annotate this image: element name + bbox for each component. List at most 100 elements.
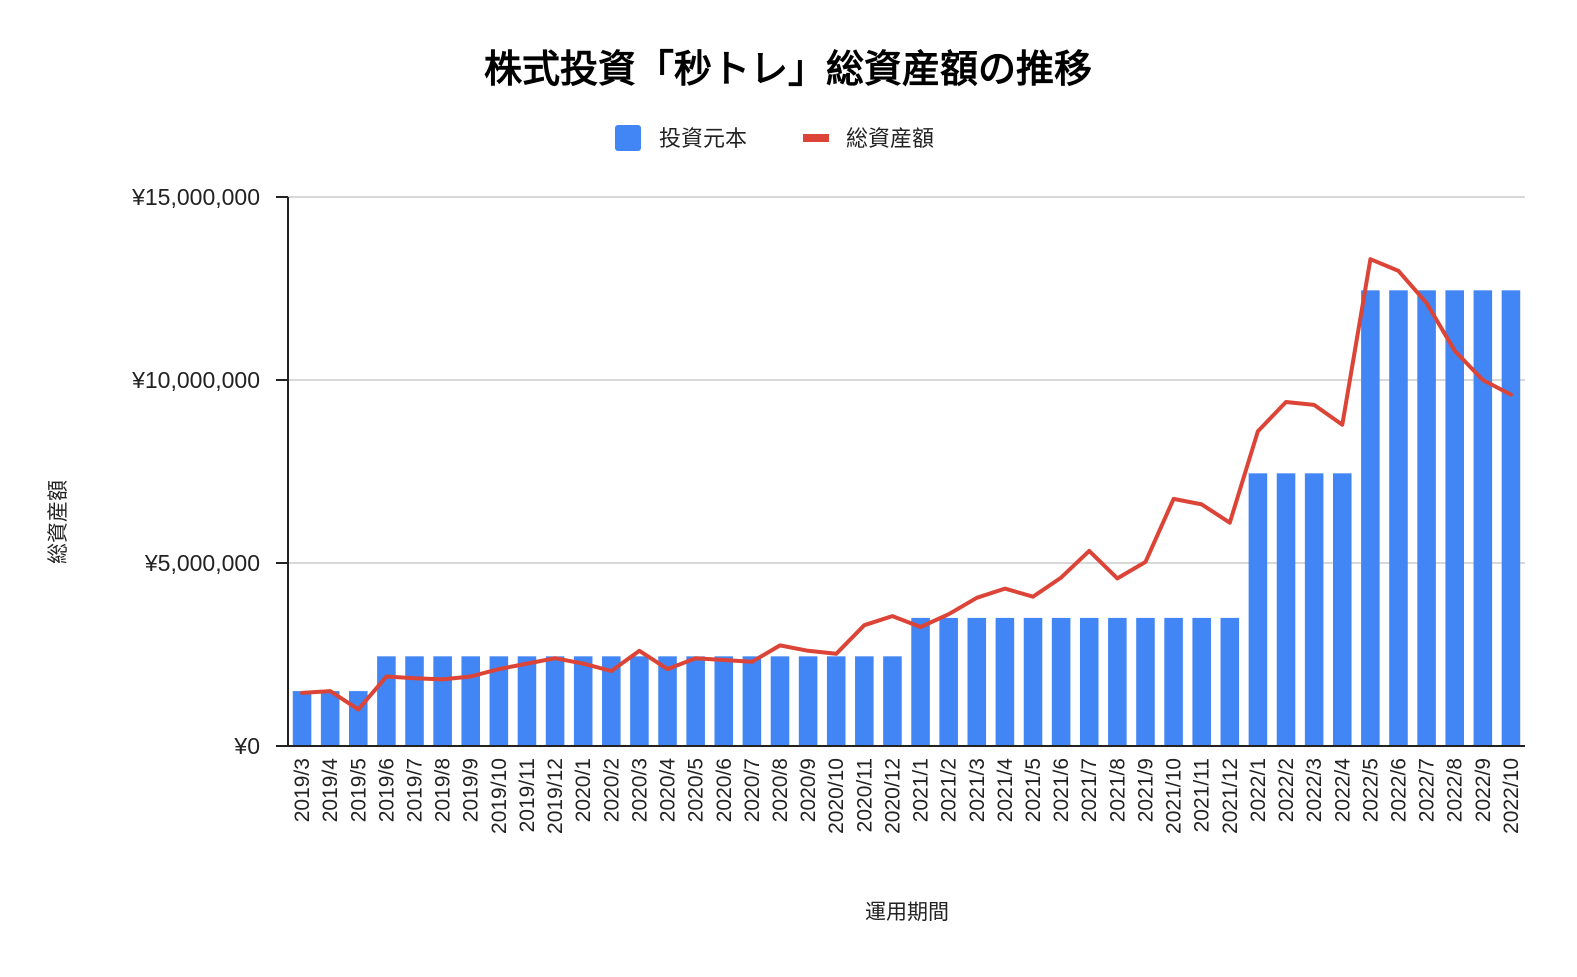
bar (826, 656, 846, 746)
x-tick-label: 2021/5 (1022, 758, 1045, 822)
line-series (300, 257, 1513, 712)
bar-series (292, 290, 1521, 746)
bar (742, 656, 762, 746)
y-axis-ticks: ¥0 ¥5,000,000 ¥10,000,000 ¥15,000,000 (131, 184, 288, 759)
legend: 投資元本 総資産額 (615, 125, 934, 152)
bar (967, 617, 987, 746)
bar (855, 656, 874, 746)
x-tick-label: 2020/11 (853, 758, 876, 832)
x-tick-label: 2019/10 (488, 758, 511, 834)
x-tick-label: 2019/9 (460, 758, 483, 822)
bar (461, 656, 481, 746)
x-tick-label: 2020/3 (628, 758, 651, 822)
x-tick-label: 2022/1 (1247, 758, 1270, 822)
y-axis-title: 総資産額 (46, 480, 70, 564)
bar (770, 656, 790, 746)
x-tick-label: 2021/2 (938, 758, 961, 822)
bar (545, 656, 565, 746)
x-tick-label: 2021/9 (1135, 758, 1158, 822)
bar (433, 656, 452, 746)
bar (1192, 617, 1211, 746)
bar (1136, 617, 1155, 746)
bar (1079, 617, 1099, 746)
x-tick-label: 2019/3 (291, 758, 314, 822)
bar (939, 617, 958, 746)
bar (405, 656, 424, 746)
y-tick-label: ¥15,000,000 (131, 184, 260, 210)
legend-swatch-principal (615, 125, 641, 151)
x-tick-label: 2020/9 (797, 758, 820, 822)
bar (1276, 473, 1296, 746)
y-tick-label: ¥5,000,000 (144, 550, 260, 576)
bar (995, 617, 1015, 746)
bar (1051, 617, 1071, 746)
x-tick-label: 2020/10 (825, 758, 848, 834)
x-tick-label: 2022/10 (1500, 758, 1523, 834)
legend-swatch-total-assets (803, 134, 829, 142)
bar (1389, 290, 1408, 746)
bar (1417, 290, 1436, 746)
x-tick-label: 2022/2 (1275, 758, 1298, 822)
y-tick-label: ¥10,000,000 (131, 367, 260, 393)
bar (320, 691, 340, 746)
bar (517, 656, 537, 746)
x-tick-label: 2021/8 (1106, 758, 1129, 822)
bar (602, 656, 621, 746)
bar (1332, 473, 1352, 746)
bar (630, 656, 649, 746)
bar (377, 656, 396, 746)
bar (1164, 617, 1183, 746)
chart-title: 株式投資「秒トレ」総資産額の推移 (484, 47, 1092, 91)
bar (1445, 290, 1464, 746)
x-tick-label: 2022/9 (1472, 758, 1495, 822)
x-tick-label: 2020/6 (713, 758, 736, 822)
bar (1023, 617, 1043, 746)
x-tick-label: 2020/12 (881, 758, 904, 834)
total-assets-line (300, 257, 1513, 712)
bar (911, 617, 930, 746)
x-tick-label: 2020/5 (685, 758, 708, 822)
bar (1361, 290, 1380, 746)
x-tick-label: 2022/3 (1303, 758, 1326, 822)
bar (1248, 473, 1268, 746)
x-tick-label: 2019/7 (404, 758, 427, 822)
x-axis-ticks: 2019/3 2019/4 2019/5 2019/6 2019/7 2019/8 2019… (291, 758, 1523, 834)
x-tick-label: 2022/7 (1416, 758, 1439, 822)
legend-label-total-assets: 総資産額 (846, 127, 934, 152)
x-tick-label: 2021/7 (1078, 758, 1101, 822)
x-tick-label: 2019/11 (516, 758, 539, 832)
x-tick-label: 2020/7 (741, 758, 764, 822)
axes (287, 197, 1525, 747)
legend-label-principal: 投資元本 (659, 127, 747, 152)
x-tick-label: 2021/6 (1050, 758, 1073, 822)
bar (686, 656, 705, 746)
bar (1220, 617, 1240, 746)
bar (489, 656, 509, 746)
x-tick-label: 2019/6 (375, 758, 398, 822)
x-tick-label: 2021/10 (1163, 758, 1186, 834)
x-tick-label: 2020/4 (657, 758, 680, 823)
x-tick-label: 2021/4 (994, 758, 1017, 823)
x-tick-label: 2021/12 (1219, 758, 1242, 834)
x-tick-label: 2022/8 (1444, 758, 1467, 822)
x-tick-label: 2019/12 (544, 758, 567, 834)
bar (1473, 290, 1493, 746)
x-tick-label: 2020/2 (600, 758, 623, 822)
bar (658, 656, 677, 746)
x-axis-title: 運用期間 (865, 900, 949, 924)
bar (1501, 290, 1521, 746)
bar (798, 656, 818, 746)
x-tick-label: 2019/8 (432, 758, 455, 822)
y-tick-label: ¥0 (233, 733, 260, 759)
x-tick-label: 2020/1 (572, 758, 595, 822)
x-tick-label: 2021/3 (966, 758, 989, 822)
bar (1304, 473, 1324, 746)
x-tick-label: 2021/11 (1191, 758, 1214, 832)
x-tick-label: 2022/4 (1331, 758, 1354, 823)
bar (883, 656, 902, 746)
bar (714, 656, 734, 746)
x-tick-label: 2022/6 (1388, 758, 1411, 822)
x-tick-label: 2022/5 (1359, 758, 1382, 822)
x-tick-label: 2019/4 (319, 758, 342, 823)
